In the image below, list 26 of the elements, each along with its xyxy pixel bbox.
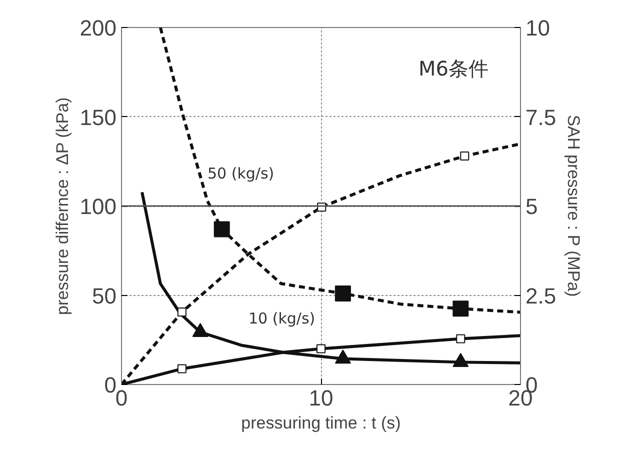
y-tick-label: 200 xyxy=(80,16,117,40)
point xyxy=(177,364,186,374)
annotation: 50 (kg/s) xyxy=(208,164,274,182)
x-axis-title: pressuring time : t (s) xyxy=(241,414,401,432)
point xyxy=(334,285,351,302)
x-tick-label: 10 xyxy=(308,386,334,410)
y2-tick-label: 10 xyxy=(526,16,550,40)
y-tick-label: 150 xyxy=(80,104,117,130)
y-axis-title: pressure differnce : ΔP (kPa) xyxy=(52,97,72,315)
point xyxy=(214,221,230,238)
y2-tick-label: 5 xyxy=(526,194,538,219)
y-tick-label: 50 xyxy=(92,283,117,308)
point xyxy=(452,300,469,317)
point xyxy=(460,152,470,161)
point xyxy=(192,323,208,338)
y2-tick-label: 7.5 xyxy=(526,104,556,130)
point xyxy=(177,308,186,317)
point xyxy=(456,334,466,344)
annotation: M6条件 xyxy=(418,56,489,80)
annotation: 10 (kg/s) xyxy=(248,310,316,328)
y-tick-label: 100 xyxy=(80,194,117,219)
point xyxy=(316,344,326,354)
y2-tick-label: 2.5 xyxy=(526,283,556,308)
point xyxy=(452,353,469,368)
y2-axis-title: SAH pressure : P (MPa) xyxy=(564,114,584,297)
point xyxy=(334,350,351,364)
